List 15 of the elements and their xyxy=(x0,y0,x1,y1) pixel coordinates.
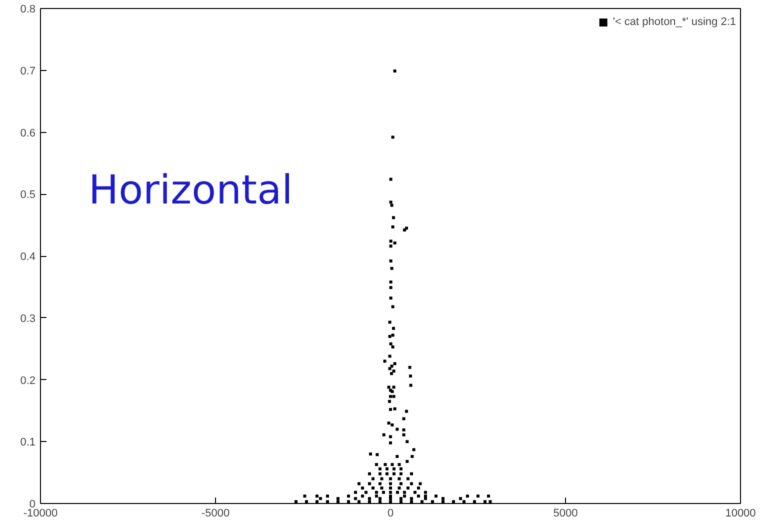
y-tick-label: 0.2 xyxy=(20,374,36,387)
y-tick-label: 0.6 xyxy=(20,127,36,140)
x-tick-label: 0 xyxy=(387,508,394,520)
y-tick-label: 0.5 xyxy=(20,189,36,202)
y-tick-label: 0.8 xyxy=(20,4,36,16)
y-tick-label: 0.7 xyxy=(20,65,36,78)
x-tick-label: -5000 xyxy=(201,508,230,520)
y-tick-label: 0.1 xyxy=(20,436,36,449)
legend-label: '< cat photon_*' using 2:1 xyxy=(612,16,736,28)
annotation: Horizontal xyxy=(88,168,293,214)
y-tick-label: 0.4 xyxy=(20,251,36,263)
x-tick-label: 10000 xyxy=(725,508,756,520)
x-tick-label: 5000 xyxy=(553,508,578,520)
x-tick-label: -10000 xyxy=(23,508,58,520)
y-tick-label: 0.3 xyxy=(20,312,36,325)
